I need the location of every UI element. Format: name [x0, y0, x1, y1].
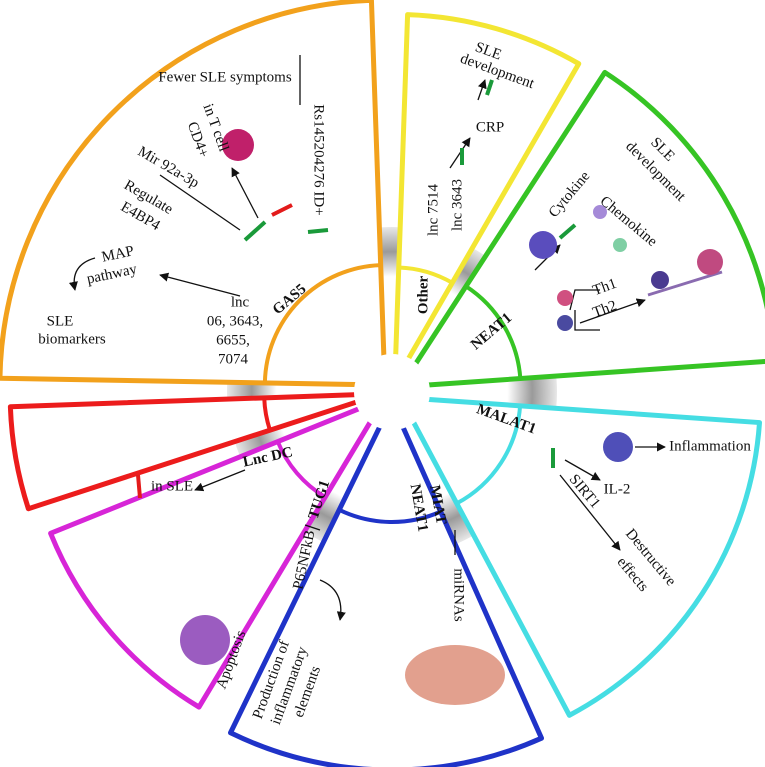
branch — [569, 289, 600, 331]
up-arrow — [485, 79, 494, 96]
label-arc — [464, 284, 523, 379]
text: lnc — [231, 294, 250, 310]
text: biomarkers — [38, 331, 106, 347]
sector-label: Other — [415, 276, 431, 315]
inhibit-line — [304, 524, 321, 531]
up-arrow — [558, 223, 577, 240]
label-arc — [338, 508, 442, 524]
text: 7074 — [218, 351, 249, 367]
label-arc — [398, 265, 454, 285]
sector — [7, 391, 385, 512]
cell — [557, 290, 573, 306]
hub-center — [354, 354, 430, 430]
cells — [180, 129, 723, 705]
text: miRNAs — [451, 568, 467, 622]
cell — [603, 432, 633, 462]
text: lnc 7514 — [425, 183, 441, 236]
arrow — [159, 272, 241, 297]
text: MAP — [100, 243, 135, 265]
text: 6655, — [216, 332, 250, 348]
arrow — [559, 474, 621, 551]
arrow — [194, 469, 246, 492]
decorations — [68, 55, 666, 621]
sector-label: MIAT — [426, 484, 449, 526]
text: Fewer SLE symptoms — [158, 69, 291, 85]
apoptotic-cell — [180, 615, 230, 665]
label-arc — [455, 405, 523, 506]
label-arc — [275, 440, 327, 499]
cytokine — [593, 205, 607, 219]
mirna-cluster — [405, 645, 505, 705]
arrow — [231, 167, 259, 219]
arrow — [68, 257, 96, 291]
text: IL-2 — [604, 481, 631, 497]
text: Th2 — [591, 298, 619, 321]
colored-arrows — [136, 79, 577, 499]
cell — [222, 129, 254, 161]
arrow — [319, 579, 346, 621]
sector — [392, 12, 582, 385]
down-arrow — [271, 203, 293, 217]
text: Th1 — [591, 276, 619, 299]
cell — [557, 315, 573, 331]
label-arc — [262, 397, 272, 431]
text: in SLE — [151, 478, 193, 494]
cell — [697, 249, 723, 275]
text: Inflammation — [669, 438, 751, 454]
cell — [651, 271, 669, 289]
arrow — [579, 298, 646, 324]
inhibit-line — [159, 174, 241, 231]
text: Rs145204276 ID+ — [311, 104, 327, 215]
up-arrow — [243, 220, 267, 242]
arrow — [477, 79, 487, 101]
arrow — [564, 459, 601, 481]
balance — [647, 270, 723, 297]
text: lnc 3643 — [449, 179, 465, 231]
up-arrow — [307, 228, 329, 234]
down-arrow — [136, 474, 142, 499]
text: 06, 3643, — [207, 313, 263, 329]
label-arc — [262, 263, 381, 383]
text: CRP — [476, 119, 504, 135]
text: SLE — [47, 313, 74, 329]
cell — [529, 231, 557, 259]
chemokine — [613, 238, 627, 252]
sector — [0, 0, 388, 388]
